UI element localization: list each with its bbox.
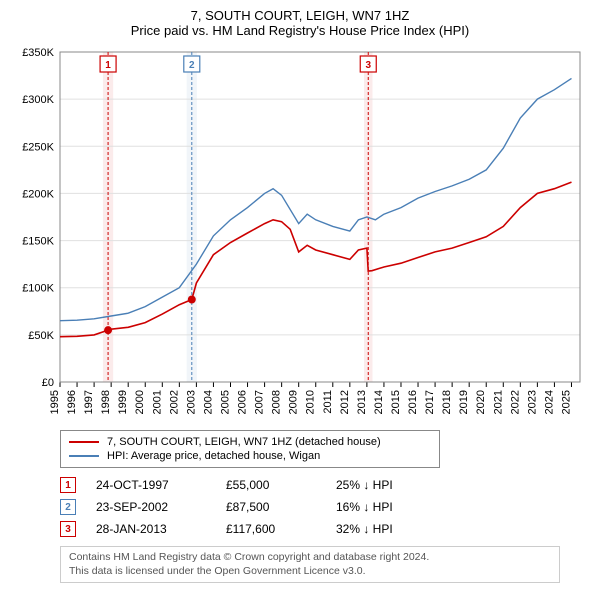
legend-label-price: 7, SOUTH COURT, LEIGH, WN7 1HZ (detached… <box>107 436 381 448</box>
svg-text:2019: 2019 <box>458 390 470 414</box>
marker-row: 1 24-OCT-1997£55,00025% ↓ HPI <box>60 474 590 496</box>
svg-text:£0: £0 <box>42 377 54 389</box>
svg-text:2012: 2012 <box>339 390 351 414</box>
svg-text:£250K: £250K <box>22 141 54 153</box>
chart-area: £0 £50K £100K £150K £200K £250K £300K £350K 1995… <box>10 44 590 424</box>
svg-text:£350K: £350K <box>22 47 54 59</box>
marker-date: 24-OCT-1997 <box>96 478 226 492</box>
svg-text:£200K: £200K <box>22 188 54 200</box>
svg-text:3: 3 <box>365 60 371 71</box>
svg-text:1: 1 <box>105 60 111 71</box>
svg-text:2021: 2021 <box>492 390 504 414</box>
svg-text:£150K: £150K <box>22 236 54 248</box>
marker-number-box: 2 <box>60 499 76 515</box>
svg-text:2015: 2015 <box>390 390 402 414</box>
svg-text:2007: 2007 <box>254 390 266 414</box>
legend-row-hpi: HPI: Average price, detached house, Wiga… <box>69 449 431 463</box>
svg-text:2022: 2022 <box>509 390 521 414</box>
svg-text:2006: 2006 <box>237 390 249 414</box>
svg-text:1997: 1997 <box>83 390 95 414</box>
svg-text:£100K: £100K <box>22 283 54 295</box>
marker-number-box: 1 <box>60 477 76 493</box>
svg-text:2017: 2017 <box>424 390 436 414</box>
marker-number-box: 3 <box>60 521 76 537</box>
svg-text:2: 2 <box>189 60 195 71</box>
svg-text:2009: 2009 <box>288 390 300 414</box>
svg-text:1996: 1996 <box>66 390 78 414</box>
svg-text:£300K: £300K <box>22 94 54 106</box>
legend-box: 7, SOUTH COURT, LEIGH, WN7 1HZ (detached… <box>60 430 440 468</box>
marker-price: £117,600 <box>226 522 336 536</box>
legend-swatch-hpi <box>69 455 99 457</box>
svg-text:2018: 2018 <box>441 390 453 414</box>
marker-price: £55,000 <box>226 478 336 492</box>
svg-text:2010: 2010 <box>305 390 317 414</box>
line-chart-svg: £0 £50K £100K £150K £200K £250K £300K £350K 1995… <box>10 44 590 424</box>
chart-title: 7, SOUTH COURT, LEIGH, WN7 1HZ <box>10 8 590 23</box>
svg-text:2024: 2024 <box>543 390 555 414</box>
svg-text:2001: 2001 <box>151 390 163 414</box>
marker-delta: 25% ↓ HPI <box>336 478 393 492</box>
svg-text:2025: 2025 <box>560 390 572 414</box>
svg-text:£50K: £50K <box>28 330 54 342</box>
marker-delta: 16% ↓ HPI <box>336 500 393 514</box>
svg-text:1998: 1998 <box>100 390 112 414</box>
marker-delta: 32% ↓ HPI <box>336 522 393 536</box>
chart-subtitle: Price paid vs. HM Land Registry's House … <box>10 23 590 38</box>
svg-text:2003: 2003 <box>185 390 197 414</box>
svg-text:2008: 2008 <box>271 390 283 414</box>
marker-price: £87,500 <box>226 500 336 514</box>
legend-label-hpi: HPI: Average price, detached house, Wiga… <box>107 450 320 462</box>
marker-row: 3 28-JAN-2013£117,60032% ↓ HPI <box>60 518 590 540</box>
svg-text:2013: 2013 <box>356 390 368 414</box>
svg-text:2016: 2016 <box>407 390 419 414</box>
marker-table: 1 24-OCT-1997£55,00025% ↓ HPI 2 23-SEP-2002… <box>60 474 590 540</box>
svg-text:2002: 2002 <box>168 390 180 414</box>
svg-text:1995: 1995 <box>49 390 61 414</box>
attribution-line2: This data is licensed under the Open Gov… <box>69 565 551 579</box>
svg-text:2000: 2000 <box>134 390 146 414</box>
svg-text:2004: 2004 <box>202 390 214 414</box>
legend-row-price: 7, SOUTH COURT, LEIGH, WN7 1HZ (detached… <box>69 435 431 449</box>
svg-text:2023: 2023 <box>526 390 538 414</box>
marker-row: 2 23-SEP-2002£87,50016% ↓ HPI <box>60 496 590 518</box>
legend-swatch-price <box>69 441 99 443</box>
svg-text:2014: 2014 <box>373 390 385 414</box>
svg-text:1999: 1999 <box>117 390 129 414</box>
attribution-box: Contains HM Land Registry data © Crown c… <box>60 546 560 583</box>
svg-text:2011: 2011 <box>322 390 334 414</box>
marker-date: 28-JAN-2013 <box>96 522 226 536</box>
svg-text:2020: 2020 <box>475 390 487 414</box>
marker-date: 23-SEP-2002 <box>96 500 226 514</box>
attribution-line1: Contains HM Land Registry data © Crown c… <box>69 551 551 565</box>
svg-text:2005: 2005 <box>219 390 231 414</box>
